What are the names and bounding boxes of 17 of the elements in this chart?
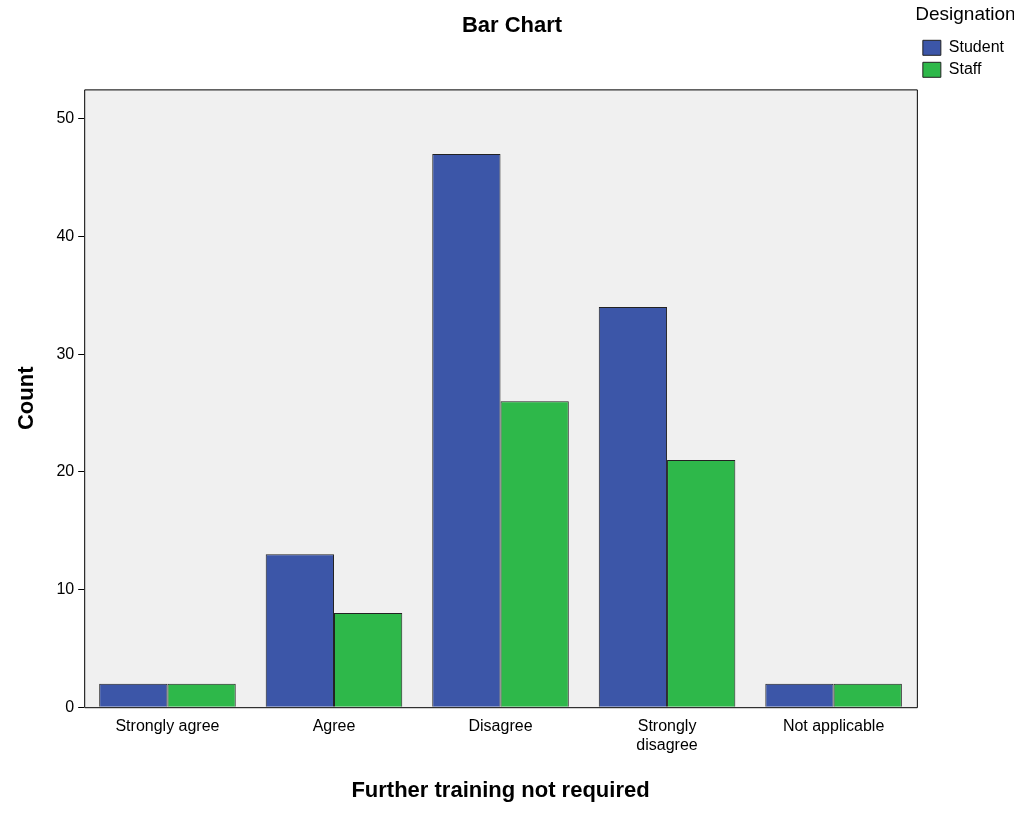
y-tick-label: 50 xyxy=(56,109,75,127)
x-tick-label: Strongly agree xyxy=(115,717,220,735)
legend-label: Student xyxy=(948,38,1005,56)
legend-label: Staff xyxy=(948,60,983,78)
x-axis-title: Further training not required xyxy=(351,776,650,802)
y-tick-label: 40 xyxy=(56,226,75,244)
y-axis-title: Count xyxy=(13,365,39,431)
x-tick-label: Agree xyxy=(312,717,356,735)
x-tick-label: Strongly disagree xyxy=(636,717,698,754)
chart-title: Bar Chart xyxy=(461,12,563,38)
x-tick-label: Disagree xyxy=(468,717,533,735)
y-tick-label: 0 xyxy=(65,697,75,715)
y-tick-label: 10 xyxy=(56,579,75,597)
x-tick-label: Not applicable xyxy=(782,717,885,735)
y-tick-label: 20 xyxy=(56,462,75,480)
y-tick-label: 30 xyxy=(56,344,75,362)
legend-title: Designation xyxy=(915,2,1016,24)
